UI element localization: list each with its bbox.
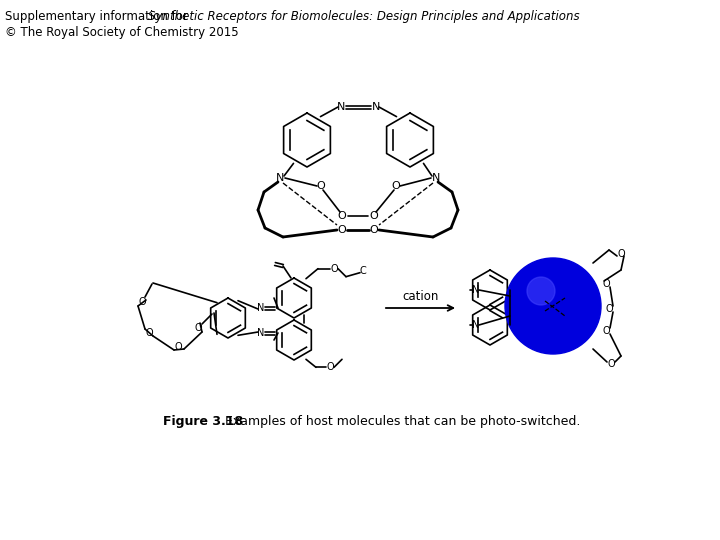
Text: O: O xyxy=(607,359,615,369)
Circle shape xyxy=(505,258,601,354)
Text: Figure 3.18: Figure 3.18 xyxy=(163,415,243,428)
Text: Examples of host molecules that can be photo-switched.: Examples of host molecules that can be p… xyxy=(217,415,580,428)
Text: O: O xyxy=(338,225,346,235)
Text: Supplementary information for: Supplementary information for xyxy=(5,10,192,23)
Text: cation: cation xyxy=(402,291,438,303)
Text: N: N xyxy=(257,303,265,313)
Text: O: O xyxy=(602,326,610,336)
Text: O: O xyxy=(392,181,400,191)
Text: O: O xyxy=(602,279,610,289)
Text: Synthetic Receptors for Biomolecules: Design Principles and Applications: Synthetic Receptors for Biomolecules: De… xyxy=(148,10,580,23)
Text: N: N xyxy=(372,102,380,112)
Text: N: N xyxy=(472,320,480,330)
Text: O: O xyxy=(317,181,325,191)
Text: N: N xyxy=(472,285,480,295)
Text: O: O xyxy=(369,225,379,235)
Text: O: O xyxy=(617,249,625,259)
Text: O: O xyxy=(194,323,202,333)
Circle shape xyxy=(527,277,555,305)
Text: N: N xyxy=(276,173,284,183)
Text: O: O xyxy=(330,264,338,274)
Text: O: O xyxy=(138,297,146,307)
Text: © The Royal Society of Chemistry 2015: © The Royal Society of Chemistry 2015 xyxy=(5,26,238,39)
Text: N: N xyxy=(257,328,265,338)
Text: O: O xyxy=(326,362,334,372)
Text: O: O xyxy=(606,304,613,314)
Text: O: O xyxy=(369,211,379,221)
Text: O: O xyxy=(174,342,182,352)
Text: N: N xyxy=(432,173,440,183)
Text: N: N xyxy=(337,102,345,112)
Text: O: O xyxy=(338,211,346,221)
Text: C: C xyxy=(359,266,366,276)
Text: O: O xyxy=(145,328,153,338)
